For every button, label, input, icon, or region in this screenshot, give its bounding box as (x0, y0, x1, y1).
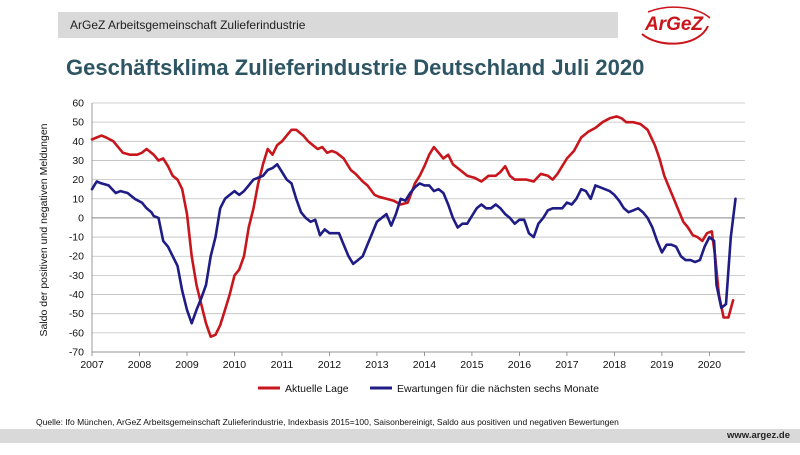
y-tick-label: -30 (69, 270, 84, 282)
legend-label: Ewartungen für die nächsten sechs Monate (397, 383, 599, 395)
header-bar (58, 12, 618, 38)
x-tick-label: 2015 (460, 359, 484, 371)
x-tick-label: 2010 (223, 359, 247, 371)
page-title: Geschäftsklima Zulieferindustrie Deutsch… (66, 55, 645, 80)
y-tick-label: -60 (69, 327, 84, 339)
x-tick-label: 2008 (128, 359, 152, 371)
y-tick-label: 10 (72, 193, 84, 205)
x-tick-label: 2013 (365, 359, 389, 371)
y-tick-label: -50 (69, 308, 84, 320)
y-tick-label: 0 (78, 212, 84, 224)
x-tick-label: 2020 (698, 359, 722, 371)
footer-url: www.argez.de (727, 430, 790, 441)
x-tick-label: 2012 (318, 359, 342, 371)
footer-bar (0, 429, 800, 443)
y-tick-label: -70 (69, 347, 84, 359)
y-tick-label: 30 (72, 155, 84, 167)
legend-label: Aktuelle Lage (285, 383, 349, 395)
x-tick-label: 2019 (650, 359, 674, 371)
x-tick-label: 2016 (508, 359, 532, 371)
y-tick-label: 50 (72, 117, 84, 129)
y-tick-label: -20 (69, 251, 84, 263)
y-tick-label: 40 (72, 136, 84, 148)
y-tick-label: -40 (69, 289, 84, 301)
y-axis-label: Saldo der positiven und negativen Meldun… (38, 123, 50, 337)
org-name: ArGeZ Arbeitsgemeinschaft Zulieferindust… (70, 18, 306, 32)
x-tick-label: 2014 (413, 359, 437, 371)
logo-text: ArGeZ (644, 14, 704, 35)
argez-logo: ArGeZ (628, 4, 720, 50)
x-tick-label: 2011 (271, 359, 294, 371)
x-tick-label: 2018 (603, 359, 627, 371)
x-tick-label: 2009 (175, 359, 199, 371)
y-tick-label: -10 (69, 232, 84, 244)
source-note: Quelle: Ifo München, ArGeZ Arbeitsgemein… (36, 417, 619, 427)
y-tick-label: 60 (72, 98, 84, 110)
series-line-aktuelle-lage (90, 115, 735, 338)
y-tick-label: 20 (72, 174, 84, 186)
x-tick-label: 2007 (80, 359, 104, 371)
series-line-erwartungen (90, 163, 737, 325)
x-tick-label: 2017 (555, 359, 579, 371)
